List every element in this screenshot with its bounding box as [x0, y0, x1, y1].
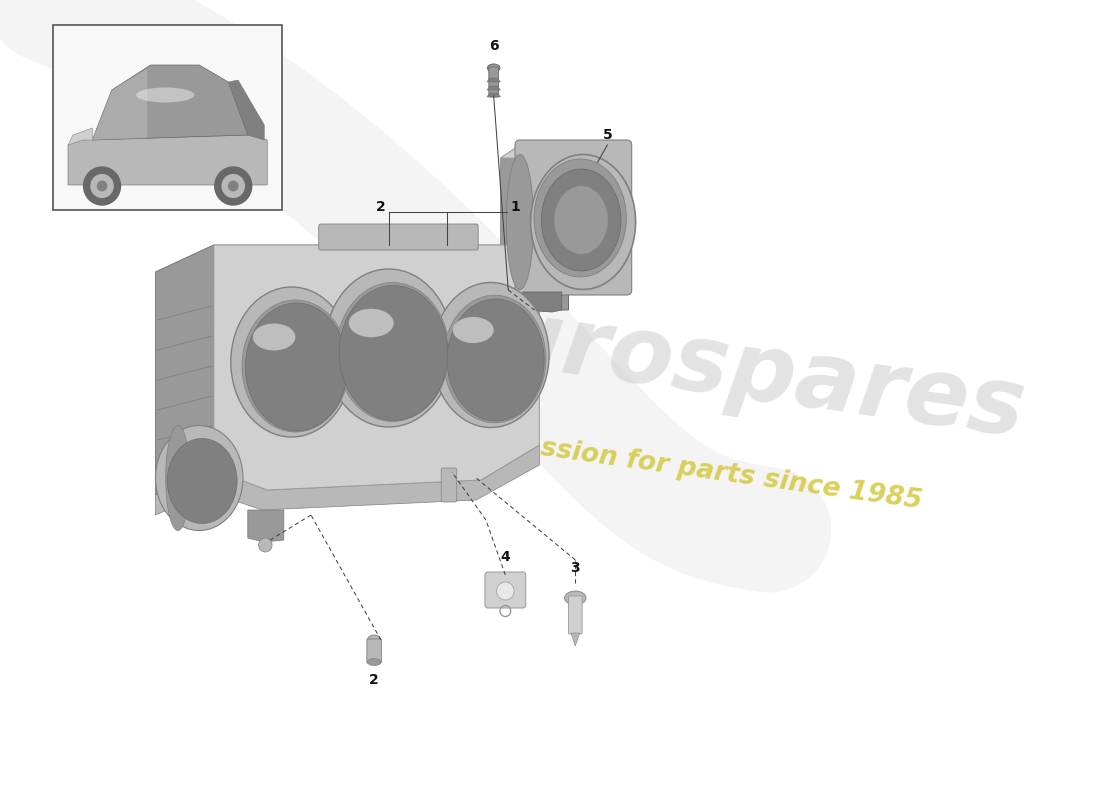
- Text: 2: 2: [370, 673, 379, 687]
- Ellipse shape: [487, 64, 500, 72]
- Polygon shape: [92, 65, 248, 140]
- FancyBboxPatch shape: [488, 67, 498, 97]
- Ellipse shape: [453, 317, 494, 343]
- FancyBboxPatch shape: [485, 572, 526, 608]
- Ellipse shape: [506, 154, 534, 290]
- Text: 4: 4: [500, 550, 510, 564]
- FancyBboxPatch shape: [367, 639, 382, 663]
- Ellipse shape: [554, 186, 608, 254]
- Text: 6: 6: [488, 39, 498, 53]
- Circle shape: [91, 174, 113, 198]
- Text: 5: 5: [603, 128, 613, 142]
- Ellipse shape: [447, 299, 544, 421]
- Ellipse shape: [242, 300, 349, 432]
- Polygon shape: [155, 445, 539, 515]
- Text: eurospares: eurospares: [427, 283, 1031, 457]
- Polygon shape: [571, 633, 580, 646]
- Polygon shape: [522, 292, 562, 312]
- Polygon shape: [155, 245, 539, 292]
- Ellipse shape: [324, 269, 453, 427]
- FancyBboxPatch shape: [54, 25, 282, 210]
- Polygon shape: [500, 285, 569, 310]
- Polygon shape: [229, 80, 264, 140]
- Text: a passion for parts since 1985: a passion for parts since 1985: [476, 426, 924, 514]
- Ellipse shape: [541, 169, 622, 271]
- Polygon shape: [487, 78, 500, 82]
- Ellipse shape: [253, 323, 295, 350]
- FancyBboxPatch shape: [569, 596, 582, 634]
- Polygon shape: [68, 135, 267, 185]
- Ellipse shape: [367, 635, 381, 645]
- Ellipse shape: [136, 87, 195, 102]
- Ellipse shape: [166, 426, 190, 530]
- Circle shape: [229, 182, 238, 190]
- Text: 2: 2: [376, 200, 386, 214]
- Polygon shape: [487, 93, 500, 97]
- Circle shape: [84, 167, 121, 205]
- Circle shape: [496, 582, 514, 600]
- Polygon shape: [92, 68, 147, 140]
- Polygon shape: [487, 86, 500, 90]
- Ellipse shape: [339, 286, 448, 421]
- Polygon shape: [68, 128, 92, 145]
- Ellipse shape: [534, 159, 626, 277]
- Ellipse shape: [367, 658, 381, 666]
- FancyBboxPatch shape: [319, 224, 478, 250]
- Polygon shape: [155, 245, 213, 495]
- Ellipse shape: [231, 287, 352, 437]
- Circle shape: [258, 538, 272, 552]
- Ellipse shape: [443, 295, 546, 422]
- Ellipse shape: [167, 438, 238, 523]
- Ellipse shape: [155, 426, 243, 530]
- Ellipse shape: [349, 309, 394, 338]
- FancyBboxPatch shape: [441, 468, 456, 502]
- Polygon shape: [248, 510, 284, 542]
- Text: 3: 3: [571, 561, 580, 575]
- Circle shape: [98, 182, 107, 190]
- Polygon shape: [500, 145, 520, 285]
- Polygon shape: [500, 145, 627, 158]
- Ellipse shape: [432, 282, 549, 427]
- Circle shape: [214, 167, 252, 205]
- Ellipse shape: [530, 154, 636, 290]
- Ellipse shape: [564, 591, 586, 605]
- Circle shape: [222, 174, 244, 198]
- FancyBboxPatch shape: [515, 140, 631, 295]
- Ellipse shape: [245, 303, 348, 431]
- Polygon shape: [213, 245, 539, 490]
- Text: 1: 1: [510, 200, 520, 214]
- Ellipse shape: [337, 282, 449, 422]
